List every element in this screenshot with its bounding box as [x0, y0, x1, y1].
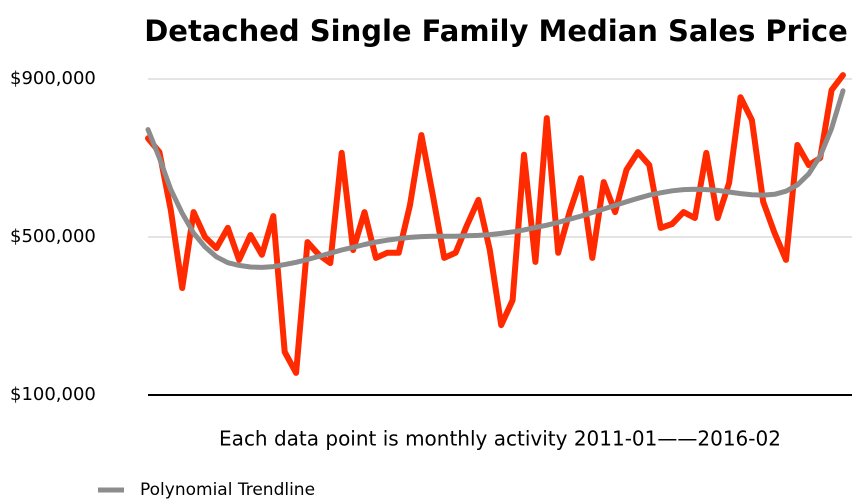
x-axis-label: Each data point is monthly activity 2011… [219, 427, 781, 451]
trendline [145, 88, 846, 270]
chart-title: Detached Single Family Median Sales Pric… [144, 14, 848, 48]
y-tick-label: $500,000 [10, 226, 96, 247]
legend-label: Polynomial Trendline [140, 480, 315, 500]
y-tick-label: $100,000 [10, 384, 96, 405]
y-tick-label: $900,000 [10, 68, 96, 89]
price-line [145, 72, 846, 376]
